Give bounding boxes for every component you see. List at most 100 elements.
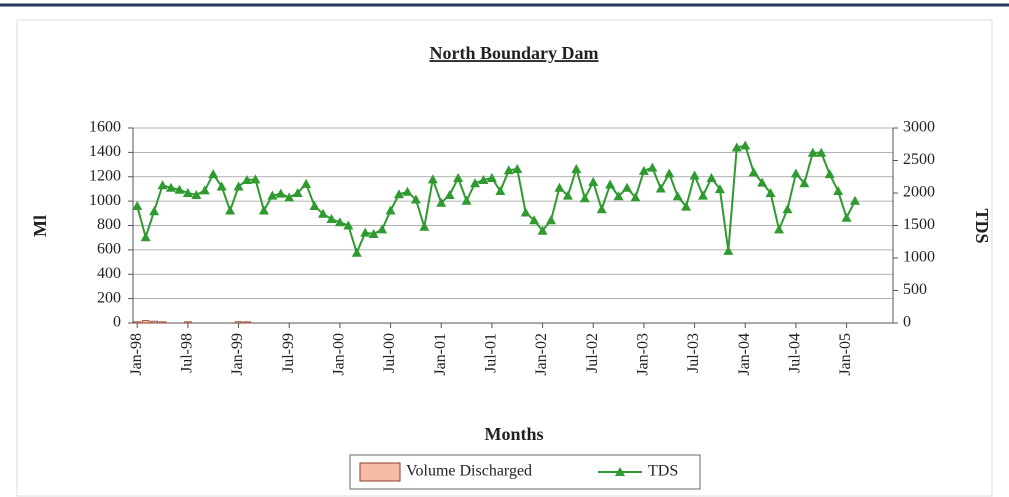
tds-marker <box>461 195 472 205</box>
tds-marker <box>258 205 269 215</box>
legend-label: TDS <box>648 463 678 480</box>
tds-marker <box>731 142 742 152</box>
y2-tick-label: 2000 <box>903 184 935 201</box>
y2-tick-label: 3000 <box>903 119 935 136</box>
tds-marker <box>824 169 835 179</box>
y-tick-label: 400 <box>97 265 121 282</box>
y-tick-label: 1600 <box>89 119 121 136</box>
tds-marker <box>343 220 354 230</box>
tds-line <box>136 144 856 256</box>
y-tick-label: 200 <box>97 289 121 306</box>
tds-marker <box>512 163 523 173</box>
tds-marker <box>216 181 227 191</box>
tds-marker <box>757 177 768 187</box>
tds-marker <box>351 247 362 257</box>
tds-marker <box>191 189 202 199</box>
tds-marker <box>723 245 734 255</box>
tds-marker <box>166 182 176 192</box>
legend-label: Volume Discharged <box>406 463 532 480</box>
y2-tick-label: 1000 <box>903 249 935 266</box>
tds-marker <box>436 197 447 207</box>
x-tick-label: Jan-05 <box>837 333 854 376</box>
y2-tick-label: 0 <box>903 314 911 331</box>
x-tick-label: Jan-99 <box>229 333 246 376</box>
bar <box>184 321 192 324</box>
y-tick-label: 0 <box>113 314 121 331</box>
tds-marker <box>470 178 480 188</box>
bar <box>133 321 142 324</box>
tds-marker <box>706 173 717 183</box>
tds-marker <box>562 190 573 200</box>
tds-marker <box>486 173 497 183</box>
tds-marker <box>529 215 540 225</box>
tds-marker <box>157 180 168 190</box>
x-tick-label: Jul-01 <box>483 333 500 373</box>
tds-marker <box>774 224 784 234</box>
bar <box>141 320 150 324</box>
tds-marker <box>326 214 337 223</box>
legend-swatch <box>359 462 401 482</box>
tds-marker <box>394 189 404 199</box>
tds-marker <box>537 225 548 235</box>
tds-marker <box>841 212 852 222</box>
tds-marker <box>622 182 632 192</box>
x-tick-label: Jan-98 <box>128 333 145 376</box>
x-axis-label: Months <box>484 424 543 444</box>
tds-marker <box>225 205 236 215</box>
y-tick-label: 1000 <box>89 192 121 209</box>
y-tick-label: 800 <box>97 216 121 233</box>
tds-marker <box>546 215 556 225</box>
tds-marker <box>377 224 388 234</box>
tds-marker <box>579 193 590 203</box>
tds-marker <box>748 167 759 177</box>
bar <box>243 321 251 324</box>
tds-marker <box>419 221 430 231</box>
tds-marker <box>140 232 151 242</box>
tds-marker <box>503 165 514 175</box>
tds-marker <box>799 178 810 188</box>
tds-marker <box>495 186 506 196</box>
y2-tick-label: 1500 <box>903 216 935 233</box>
tds-marker <box>605 179 616 189</box>
tds-marker <box>334 217 345 227</box>
tds-marker <box>132 201 143 210</box>
x-tick-label: Jul-03 <box>685 333 702 373</box>
chart-title: North Boundary Dam <box>429 43 598 63</box>
y-tick-label: 1200 <box>89 167 121 184</box>
tds-marker <box>301 178 312 188</box>
bar <box>234 321 243 324</box>
tds-marker <box>655 183 666 193</box>
tds-marker <box>368 228 379 238</box>
tds-marker <box>672 191 683 201</box>
x-tick-label: Jan-02 <box>533 333 550 376</box>
tds-marker <box>444 189 455 199</box>
y-tick-label: 1400 <box>89 143 121 160</box>
tds-marker <box>698 190 708 200</box>
legend-marker <box>615 467 625 476</box>
tds-marker <box>740 140 751 150</box>
tds-marker <box>630 192 641 202</box>
tds-marker <box>571 163 582 173</box>
tds-marker <box>309 201 320 210</box>
tds-marker <box>292 188 303 197</box>
tds-marker <box>427 174 438 184</box>
tds-marker <box>638 165 649 175</box>
tds-marker <box>596 204 607 214</box>
tds-marker <box>385 205 396 215</box>
tds-marker <box>242 175 252 184</box>
x-tick-label: Jul-00 <box>381 333 398 373</box>
tds-marker <box>478 175 489 184</box>
chart-frame <box>16 19 993 497</box>
y2-tick-label: 2500 <box>903 151 935 168</box>
x-tick-label: Jan-01 <box>432 333 449 376</box>
tds-marker <box>410 194 421 204</box>
x-tick-label: Jan-00 <box>331 333 348 376</box>
tds-marker <box>360 227 371 237</box>
bar <box>150 320 158 324</box>
tds-marker <box>782 204 793 214</box>
tds-marker <box>664 168 675 178</box>
tds-marker <box>453 173 464 183</box>
tds-marker <box>174 184 185 194</box>
tds-marker <box>765 188 776 197</box>
tds-marker <box>647 162 658 172</box>
